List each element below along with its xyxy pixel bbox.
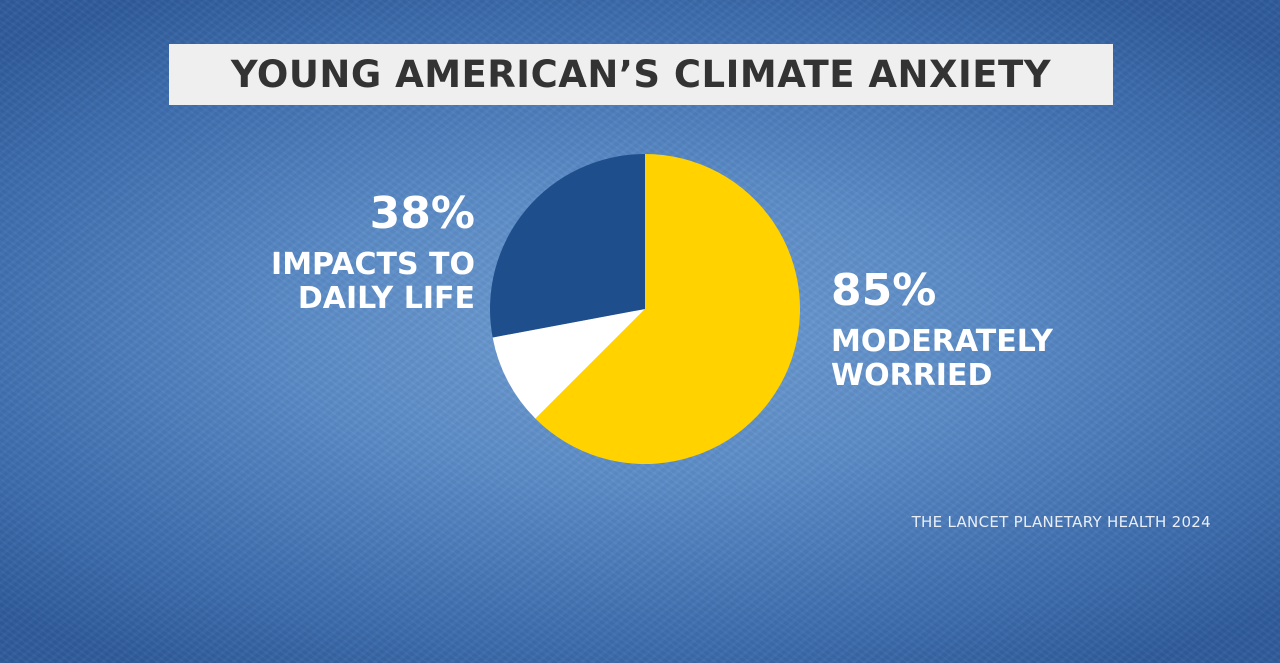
source-citation: THE LANCET PLANETARY HEALTH 2024	[911, 513, 1211, 531]
pie-slice-impacts-daily-life	[490, 154, 645, 338]
title-banner: YOUNG AMERICAN’S CLIMATE ANXIETY	[169, 44, 1113, 105]
pie-slice-moderately-worried	[535, 154, 800, 464]
label-worried: 85% MODERATELY WORRIED	[831, 265, 1053, 393]
pie-chart	[490, 154, 800, 464]
chart-title: YOUNG AMERICAN’S CLIMATE ANXIETY	[230, 53, 1052, 96]
impacts-percent: 38%	[369, 188, 475, 239]
worried-desc-line1: MODERATELY	[831, 324, 1053, 359]
impacts-desc-line2: DAILY LIFE	[297, 281, 475, 316]
worried-desc-line2: WORRIED	[831, 358, 993, 393]
worried-percent: 85%	[831, 265, 937, 316]
label-impacts: 38% IMPACTS TO DAILY LIFE	[271, 188, 475, 316]
impacts-desc-line1: IMPACTS TO	[271, 247, 475, 282]
pie-slice-other	[492, 309, 645, 419]
